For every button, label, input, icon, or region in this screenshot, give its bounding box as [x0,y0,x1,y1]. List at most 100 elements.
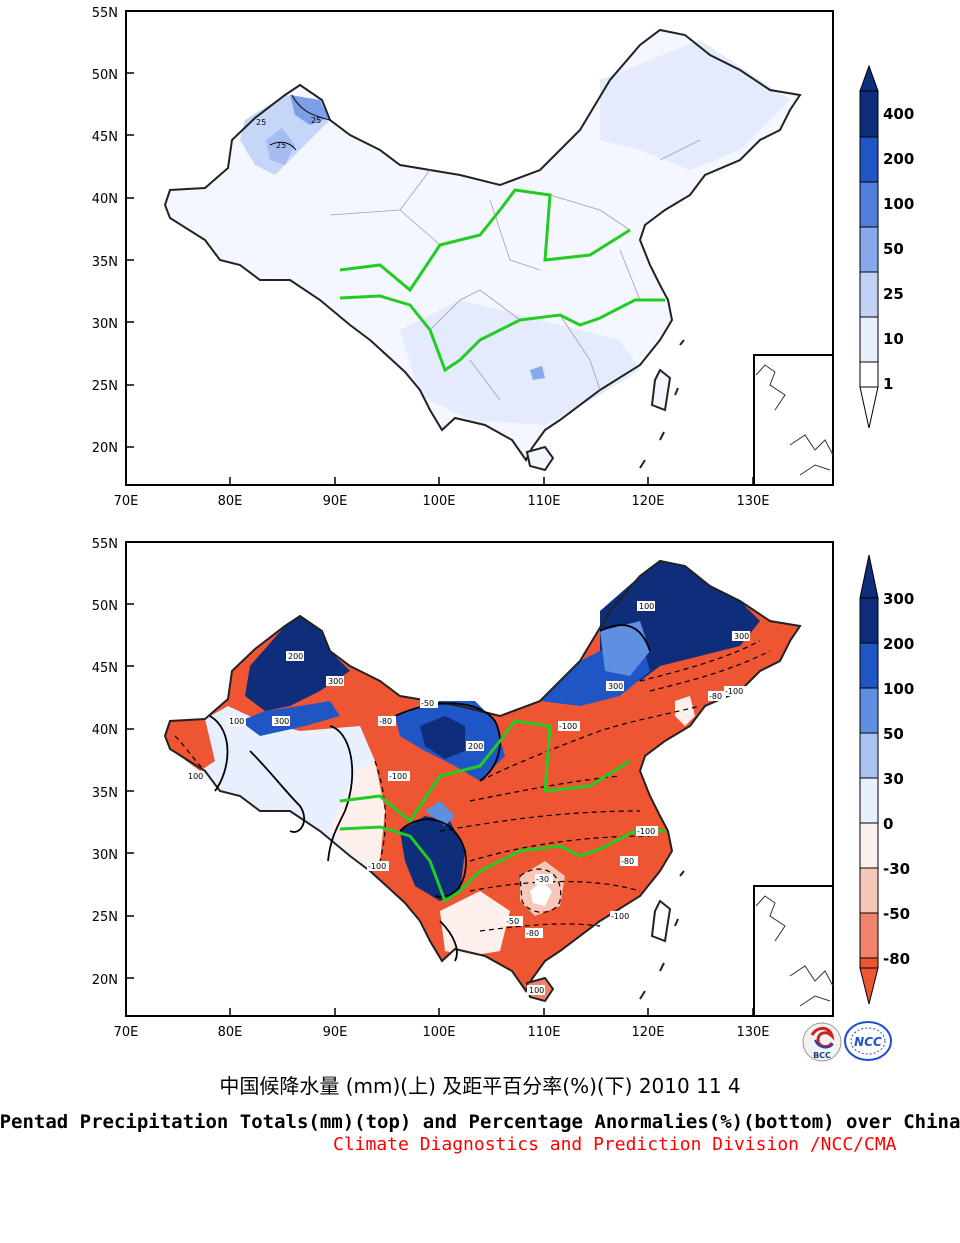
bottom-map-panel: 200 300 100 300 -50 -80 -100 100 300 -10… [92,537,915,1040]
top-lon-tick: 110E [527,494,560,509]
bottom-lon-axis: 70E 80E 90E 100E 110E 120E 130E [114,1008,770,1040]
top-colorbar-swatch [859,361,879,388]
top-lat-tick: 55N [92,6,118,21]
top-lon-tick: 80E [218,494,243,509]
bottom-contour-label-box: 300 [732,631,750,641]
top-contour-line-2 [269,141,297,151]
bottom-colorbar-cap-low [859,967,879,1005]
caption-english: Pentad Precipitation Totals(mm)(top) and… [0,1111,960,1133]
bottom-contour-label: -50 [506,917,519,926]
bottom-colorbar-label: 30 [883,770,904,788]
bottom-contour-label-box: -100 [636,826,658,836]
bottom-contour-label: 300 [608,682,623,691]
bottom-anom-west-pink [330,761,385,871]
bottom-contour-label-box: -80 [378,716,396,726]
top-lat-tick: 40N [92,192,118,207]
top-lat-tick: 30N [92,317,118,332]
bottom-contour-label: -80 [621,857,634,866]
bottom-inset-frame [753,885,834,1017]
bcc-logo: BCC [802,1022,842,1062]
bottom-lat-axis: 55N 50N 45N 40N 35N 30N 25N 20N [92,537,134,988]
bottom-contour-label-box: 300 [272,716,290,726]
bottom-contour-label: 300 [734,632,749,641]
caption-division: Climate Diagnostics and Prediction Divis… [333,1134,897,1155]
top-precip-patch-south [400,300,640,425]
top-colorbar-swatch [859,271,879,318]
top-contour-label: 25 [311,116,321,125]
bottom-lat-tick: 35N [92,786,118,801]
bottom-contour-labels: 200 300 100 300 -50 -80 -100 100 300 -10… [186,601,750,995]
top-colorbar: 400 200 100 50 25 10 1 [859,64,914,429]
bottom-contour-label: -100 [559,722,577,731]
bottom-contour-label: -100 [725,687,743,696]
bottom-contour-label: 300 [274,717,289,726]
top-map-panel: 25 25 25 55N 50N 45N 40N 35N 30N 25N 20N [92,6,915,509]
top-lon-tick: 90E [323,494,348,509]
bottom-lat-tick: 30N [92,848,118,863]
top-precip-core-northwest-2 [266,128,295,165]
bottom-contour-label-box: -100 [558,721,580,731]
top-precip-spot [530,366,545,380]
bottom-anom-northeast-blue-light [600,621,650,676]
top-colorbar-swatch [859,226,879,273]
bottom-inset-coast [755,895,834,1007]
top-inset-frame [753,354,834,486]
bottom-colorbar-swatch [859,957,879,969]
bottom-lat-tick: 40N [92,723,118,738]
bottom-anom-northwest-blue [245,616,350,711]
ncc-logo-text: NCC [854,1035,882,1049]
bottom-colorbar-label: 300 [883,590,914,608]
bottom-contour-label-box: -80 [620,856,638,866]
bottom-lon-tick: 100E [422,1025,455,1040]
bottom-contour-label-box: -100 [610,911,632,921]
bottom-lat-tick: 25N [92,910,118,925]
bottom-contour-label: 300 [328,677,343,686]
bottom-contour-label: 100 [229,717,244,726]
bottom-contour-label-box: 100 [527,985,545,995]
top-colorbar-label: 200 [883,150,914,168]
bottom-contour-label-box: -100 [367,861,389,871]
top-lon-tick: 100E [422,494,455,509]
bottom-contour-label-box: 100 [186,771,204,781]
bottom-contour-label-box: -30 [535,874,553,884]
bottom-colorbar-cap-high [859,554,879,599]
top-contour-line [291,94,331,121]
bottom-contour-label-box: -100 [724,686,746,696]
bottom-contour-label: -100 [389,772,407,781]
bottom-contour-label: -100 [637,827,655,836]
bottom-contour-label-box: 100 [228,716,246,726]
bottom-colorbar-label: -80 [883,950,910,968]
top-lat-tick: 50N [92,68,118,83]
bottom-anom-north-blue-core [420,716,465,759]
bottom-colorbar-swatch [859,867,879,914]
top-colorbar-label: 10 [883,330,904,348]
bottom-contour-label: 100 [639,602,654,611]
bottom-lon-tick: 80E [218,1025,243,1040]
bottom-contour-label: 100 [529,986,544,995]
top-contour-label: 25 [276,141,286,150]
top-colorbar-label: 25 [883,285,904,303]
top-lat-tick: 45N [92,130,118,145]
bottom-colorbar-label: 100 [883,680,914,698]
bottom-anom-central-pink [440,891,510,956]
bottom-contour-label: -80 [379,717,392,726]
bottom-colorbar: 300 200 100 50 30 0 -30 -50 -80 [859,554,914,1005]
bottom-contour-label: -80 [526,929,539,938]
bottom-anom-west-red [165,719,215,771]
bottom-contour-label: 200 [288,652,303,661]
bottom-lat-tick: 20N [92,973,118,988]
top-colorbar-label: 50 [883,240,904,258]
top-colorbar-swatch [859,90,879,138]
bottom-contour-label-box: 300 [606,681,624,691]
bottom-contour-label-box: -80 [708,691,726,701]
bottom-colorbar-swatch [859,912,879,959]
bottom-lon-tick: 110E [527,1025,560,1040]
top-colorbar-label: 400 [883,105,914,123]
top-lat-tick: 20N [92,441,118,456]
top-lon-tick: 120E [631,494,664,509]
bottom-contour-label-box: 200 [466,741,484,751]
bottom-contour-label: -30 [536,875,549,884]
top-lon-tick: 70E [114,494,139,509]
top-contour-label: 25 [256,118,266,127]
